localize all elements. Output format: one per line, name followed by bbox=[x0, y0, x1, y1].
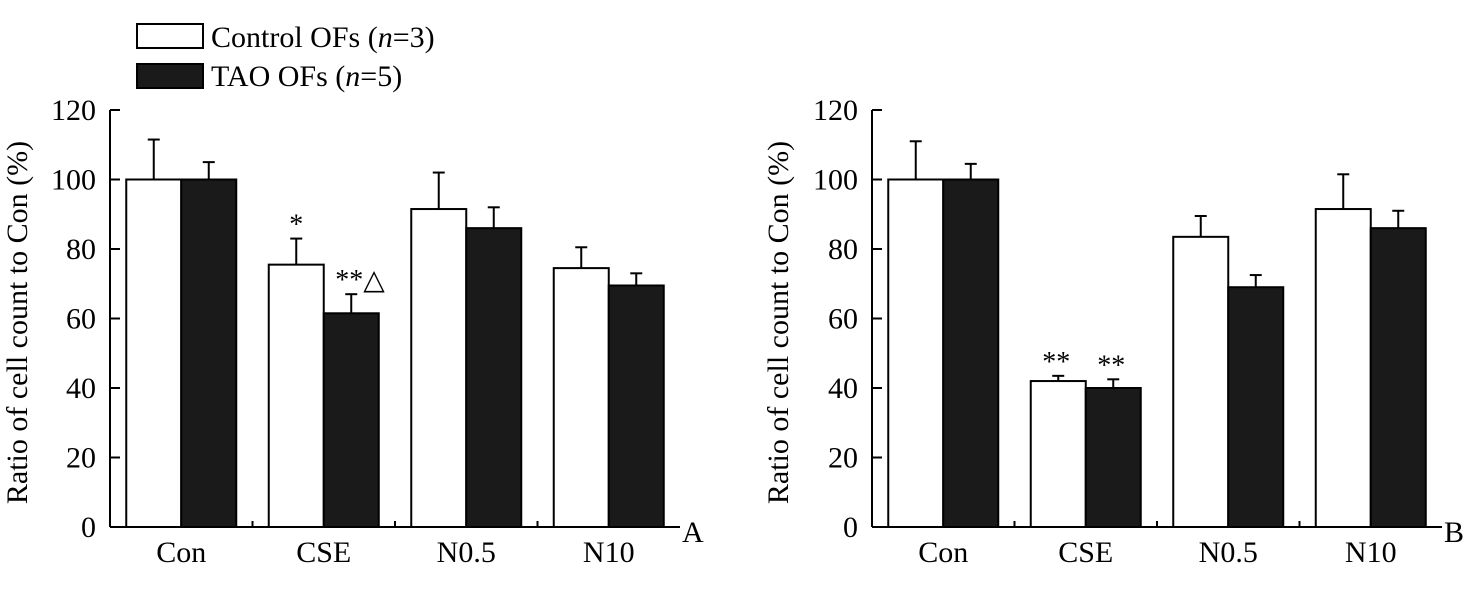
bar-control bbox=[1314, 208, 1372, 528]
panel-b-chart: 0 20 40 60 80 100 120 Ratio of cell count to Co… bbox=[762, 94, 1463, 569]
legend-label-control: Control OFs (n=3) bbox=[211, 21, 435, 54]
x-tick-label: N0.5 bbox=[437, 536, 496, 569]
panel-letter: B bbox=[1444, 516, 1463, 549]
y-tick-label: 20 bbox=[66, 442, 96, 475]
y-tick-label: 40 bbox=[66, 372, 96, 405]
significance-marker: **△ bbox=[335, 265, 385, 296]
y-tick-label: 0 bbox=[81, 511, 96, 544]
bar-control bbox=[552, 267, 610, 528]
bar-control bbox=[1029, 380, 1087, 528]
bar-tao bbox=[942, 178, 1000, 528]
legend: Control OFs (n=3) TAO OFs (n=5) bbox=[136, 21, 435, 93]
bar-tao bbox=[180, 178, 238, 528]
bar-control bbox=[1172, 235, 1230, 528]
y-tick-label: 60 bbox=[66, 303, 96, 336]
y-tick-label: 0 bbox=[843, 511, 858, 544]
y-tick-label: 80 bbox=[828, 233, 858, 266]
y-tick-label: 120 bbox=[813, 94, 858, 127]
y-tick-label: 120 bbox=[51, 94, 96, 127]
x-tick-label: Con bbox=[156, 536, 206, 569]
x-tick-label: Con bbox=[918, 536, 968, 569]
x-tick-label: CSE bbox=[296, 536, 351, 569]
x-tick-label: N10 bbox=[583, 536, 635, 569]
y-tick-label: 40 bbox=[828, 372, 858, 405]
bar-control bbox=[887, 178, 945, 528]
bar-control bbox=[410, 208, 468, 528]
y-axis-title: Ratio of cell count to Con (%) bbox=[1, 141, 34, 504]
bar-tao bbox=[465, 227, 523, 528]
panel-a-chart: 0 20 40 60 80 100 120 Ratio of cell count to Co… bbox=[1, 94, 704, 569]
x-tick-label: N0.5 bbox=[1199, 536, 1258, 569]
legend-swatch-tao bbox=[136, 63, 204, 89]
bar-tao bbox=[607, 284, 665, 528]
bar-control bbox=[125, 178, 183, 528]
y-tick-label: 20 bbox=[828, 442, 858, 475]
bar-control bbox=[267, 263, 325, 528]
legend-swatch-control bbox=[136, 23, 204, 49]
bar-tao bbox=[1084, 387, 1142, 528]
significance-marker: * bbox=[289, 210, 303, 241]
x-tick-label: N10 bbox=[1345, 536, 1397, 569]
x-tick-label: CSE bbox=[1058, 536, 1113, 569]
y-tick-label: 100 bbox=[51, 164, 96, 197]
significance-marker: ** bbox=[1042, 347, 1070, 378]
y-tick-label: 60 bbox=[828, 303, 858, 336]
bar-tao bbox=[1227, 286, 1285, 528]
legend-label-tao: TAO OFs (n=5) bbox=[211, 60, 402, 93]
panel-letter: A bbox=[682, 516, 704, 549]
bar-tao bbox=[322, 312, 380, 528]
significance-marker: ** bbox=[1097, 350, 1125, 381]
y-tick-label: 80 bbox=[66, 233, 96, 266]
bar-tao bbox=[1369, 227, 1427, 528]
y-tick-label: 100 bbox=[813, 164, 858, 197]
y-axis-title: Ratio of cell count to Con (%) bbox=[762, 141, 795, 504]
